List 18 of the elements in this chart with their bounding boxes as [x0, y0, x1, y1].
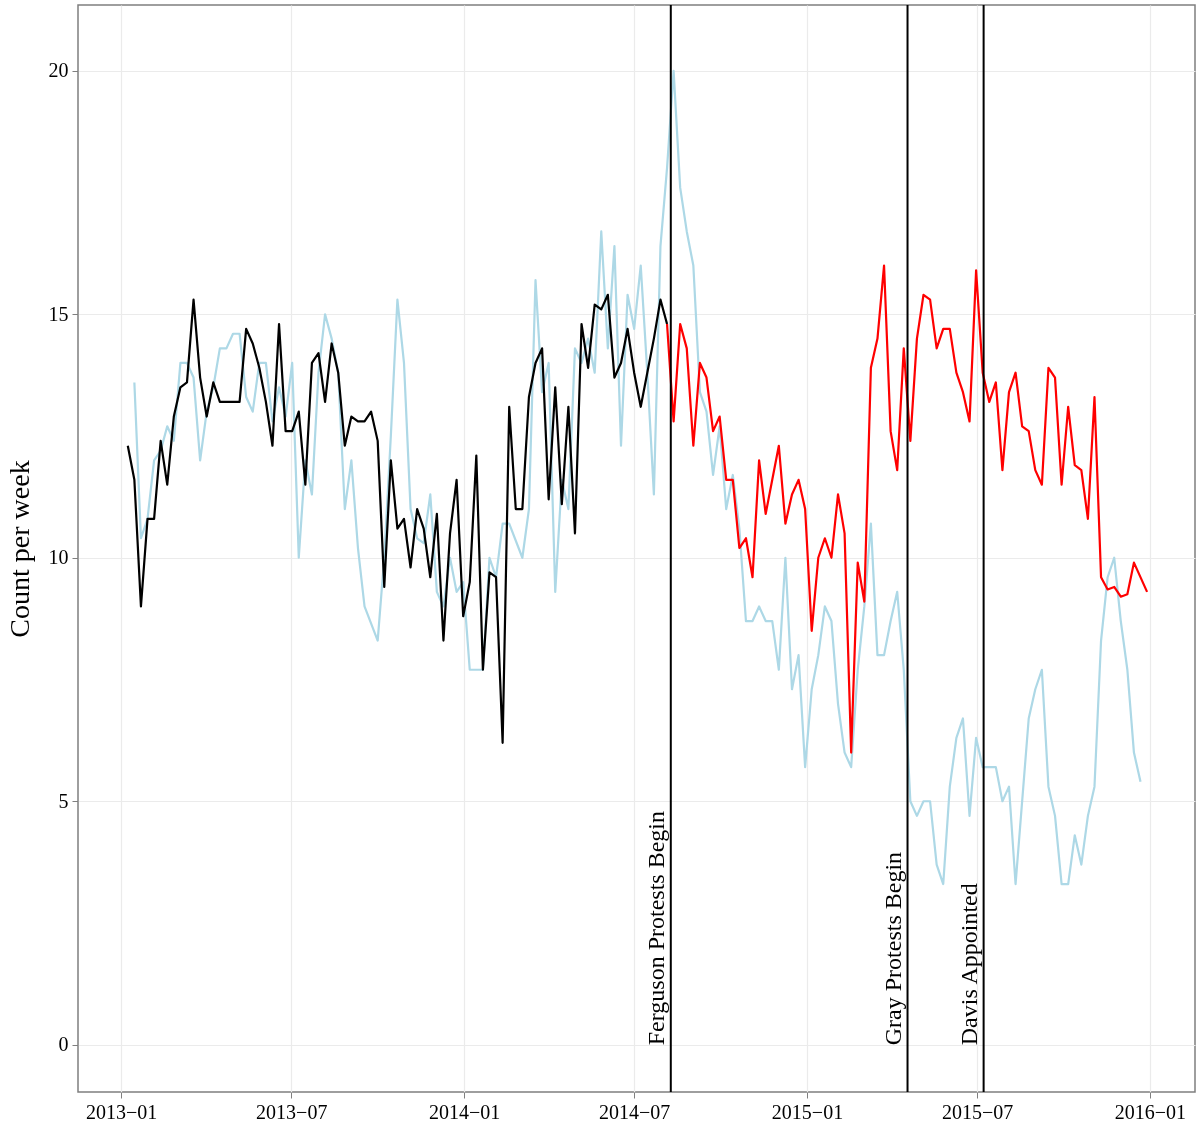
- y-tick-label: 10: [48, 546, 69, 569]
- y-tick-label: 15: [48, 302, 69, 325]
- ref-line-label: Gray Protests Begin: [879, 851, 906, 1046]
- y-tick-label: 20: [48, 59, 69, 82]
- line-series: [665, 264, 1149, 754]
- x-tick-label: 2014−07: [599, 1100, 671, 1123]
- x-tick-label: 2015−07: [941, 1100, 1014, 1123]
- x-tick-label: 2014−01: [428, 1100, 501, 1123]
- x-tick-label: 2013−01: [86, 1100, 158, 1123]
- x-tick-label: 2015−01: [771, 1100, 844, 1123]
- ref-line-label: Ferguson Protests Begin: [642, 811, 669, 1046]
- y-tick-label: 0: [58, 1033, 69, 1056]
- line-series: [126, 293, 669, 744]
- x-tick-label: 2013−07: [256, 1100, 328, 1123]
- y-tick-label: 5: [58, 789, 69, 812]
- x-tick-label: 2016−01: [1114, 1100, 1187, 1123]
- ref-line-label: Davis Appointed: [955, 883, 982, 1046]
- y-axis-title: Count per week: [3, 460, 35, 638]
